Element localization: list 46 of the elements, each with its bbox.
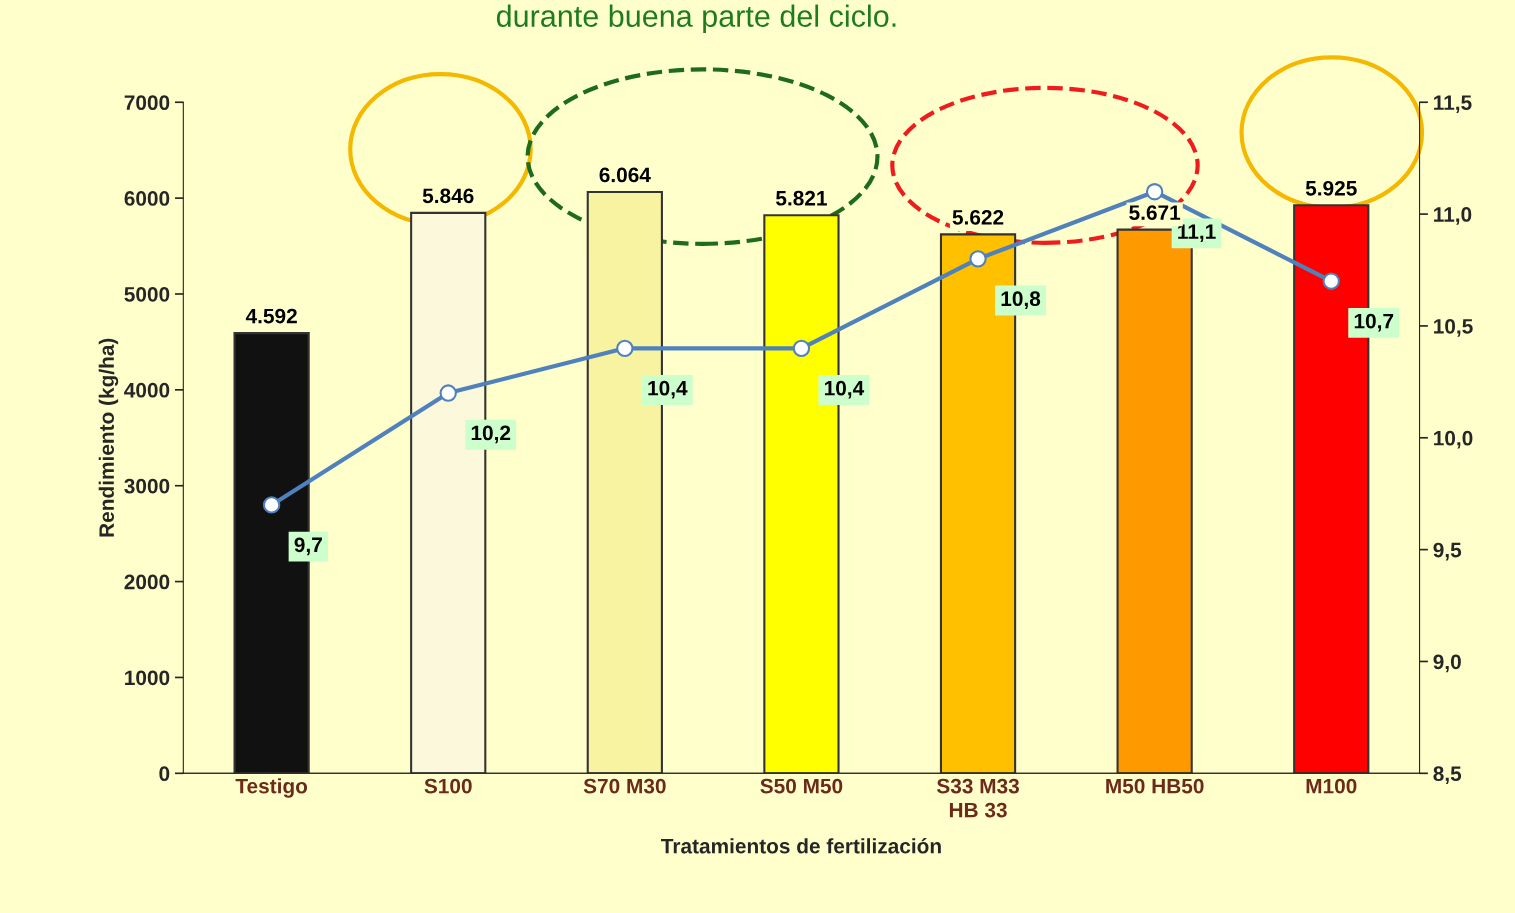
y2-tick-label: 8,5 <box>1433 766 1462 785</box>
y2-tick-label: 10,0 <box>1434 430 1473 449</box>
point <box>1145 183 1164 201</box>
x-tick-label: S100 <box>424 778 472 794</box>
y-tick-label: 1000 <box>125 670 170 686</box>
data-label: 5.846 <box>422 188 474 204</box>
data-label: 6.064 <box>599 167 651 183</box>
data-label: 10,4 <box>648 380 688 399</box>
y2-tick-label: 9,0 <box>1433 654 1461 673</box>
data-label: 11,1 <box>1178 224 1216 243</box>
x-tick-label: S70 M30 <box>583 778 666 794</box>
y2-tick-label: 10,5 <box>1434 318 1473 337</box>
x-tick-label: Testigo <box>235 778 308 798</box>
point <box>439 384 457 402</box>
y2-tick-label: 11,5 <box>1434 95 1472 114</box>
data-label: 9,7 <box>294 537 322 556</box>
point <box>262 496 281 514</box>
data-label: 5.821 <box>776 190 827 206</box>
data-label: 5.671 <box>1129 205 1181 220</box>
data-label: 4.592 <box>245 308 297 324</box>
y2-tick-label: 11,0 <box>1434 207 1472 225</box>
y-tick-label: 3000 <box>124 478 170 494</box>
y-tick-label: 2000 <box>124 574 170 590</box>
data-label: 10,7 <box>1354 313 1394 332</box>
data-label: 10,2 <box>471 425 511 444</box>
x-tick-label: S50 M50 <box>760 778 843 794</box>
data-label: 10,4 <box>824 380 865 399</box>
x-tick-label: M50 HB50 <box>1106 778 1204 794</box>
point <box>1322 272 1340 290</box>
data-label: 5.622 <box>952 209 1004 225</box>
y-tick-label: 5000 <box>124 286 170 302</box>
data-label: 10,8 <box>1001 291 1041 310</box>
data-label: 5.925 <box>1305 180 1357 196</box>
y-tick-label: 6000 <box>124 191 170 206</box>
y-tick-label: 4000 <box>124 382 170 398</box>
y-tick-label: 0 <box>159 766 170 782</box>
point <box>969 250 987 268</box>
y-tick-label: 7000 <box>124 95 170 111</box>
y-axis-title: Rendimiento (kg/ha) <box>98 338 119 537</box>
x-tick-label: M100 <box>1306 778 1357 794</box>
x-axis-title: Tratamientos de fertilización <box>661 838 941 854</box>
y2-tick-label: 9,5 <box>1433 542 1462 561</box>
chart-title: durante buena parte del ciclo. <box>496 4 896 34</box>
point <box>792 339 811 357</box>
point <box>616 339 634 357</box>
x-tick-label: S33 M33 HB 33 <box>936 778 1019 818</box>
